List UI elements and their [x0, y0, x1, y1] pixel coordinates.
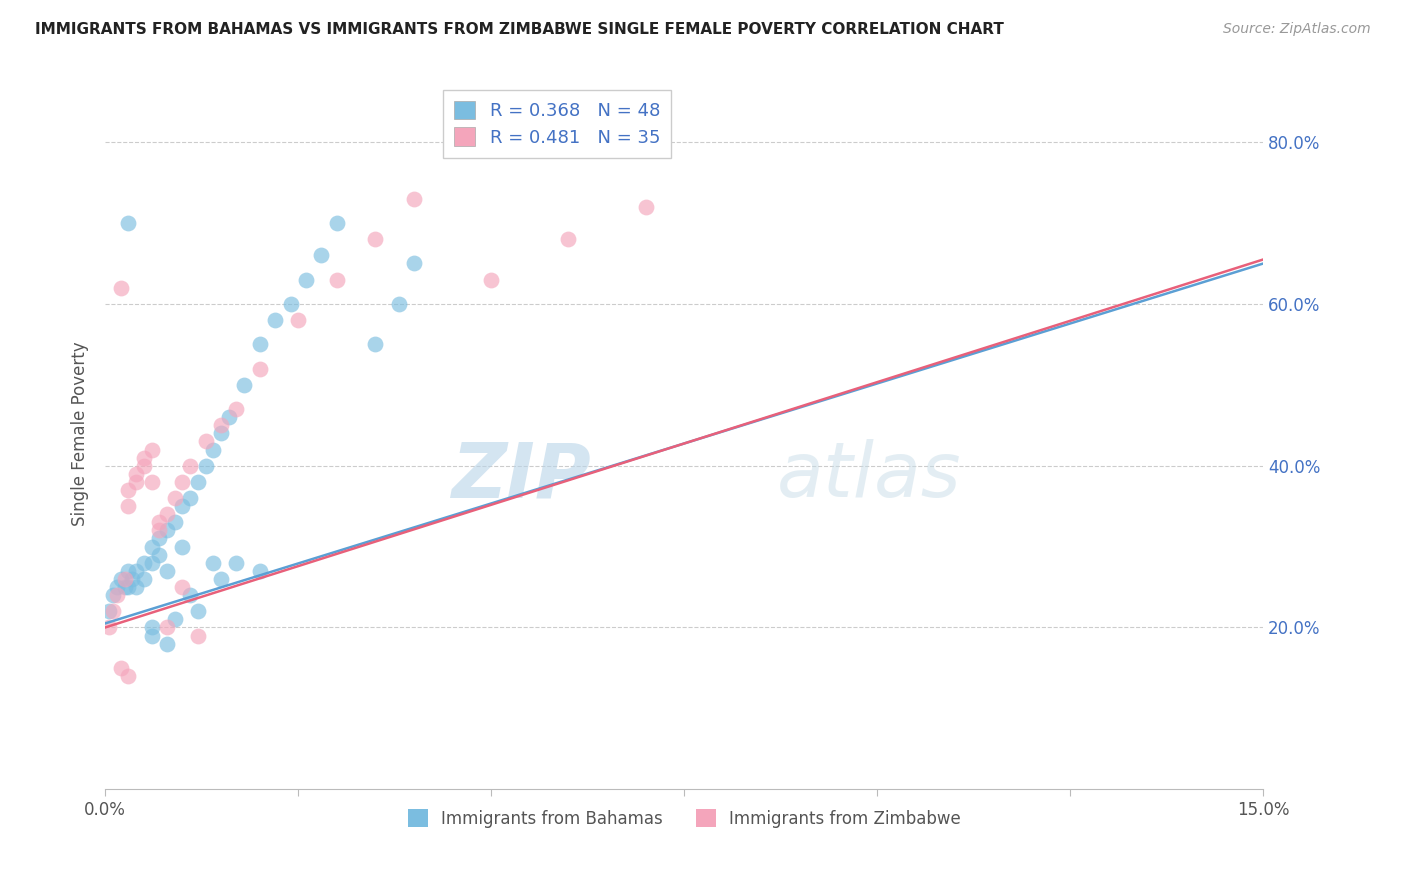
Point: [141, 620, 163, 634]
Y-axis label: Single Female Poverty: Single Female Poverty: [72, 341, 89, 525]
Point: [117, 216, 139, 230]
Point: [114, 572, 136, 586]
Point: [98, 604, 121, 618]
Point: [402, 256, 425, 270]
Point: [141, 556, 163, 570]
Point: [114, 580, 136, 594]
Point: [101, 604, 124, 618]
Text: atlas: atlas: [778, 439, 962, 513]
Point: [163, 491, 186, 505]
Point: [156, 620, 179, 634]
Point: [172, 475, 194, 489]
Point: [148, 516, 170, 530]
Point: [225, 402, 247, 417]
Point: [110, 572, 132, 586]
Point: [141, 540, 163, 554]
Point: [110, 661, 132, 675]
Point: [132, 572, 155, 586]
Point: [249, 337, 271, 351]
Point: [364, 232, 387, 246]
Point: [479, 273, 502, 287]
Legend: Immigrants from Bahamas, Immigrants from Zimbabwe: Immigrants from Bahamas, Immigrants from…: [401, 803, 967, 834]
Point: [141, 442, 163, 457]
Point: [209, 426, 232, 441]
Point: [105, 580, 128, 594]
Point: [249, 564, 271, 578]
Point: [634, 200, 657, 214]
Point: [125, 467, 148, 481]
Point: [125, 475, 148, 489]
Point: [187, 604, 209, 618]
Point: [388, 297, 411, 311]
Point: [187, 475, 209, 489]
Point: [125, 564, 148, 578]
Point: [125, 580, 148, 594]
Point: [172, 540, 194, 554]
Point: [156, 637, 179, 651]
Point: [141, 628, 163, 642]
Point: [179, 458, 201, 473]
Point: [280, 297, 302, 311]
Point: [179, 491, 201, 505]
Point: [110, 281, 132, 295]
Point: [202, 556, 225, 570]
Point: [295, 273, 318, 287]
Text: IMMIGRANTS FROM BAHAMAS VS IMMIGRANTS FROM ZIMBABWE SINGLE FEMALE POVERTY CORREL: IMMIGRANTS FROM BAHAMAS VS IMMIGRANTS FR…: [35, 22, 1004, 37]
Point: [98, 620, 121, 634]
Point: [132, 556, 155, 570]
Text: Source: ZipAtlas.com: Source: ZipAtlas.com: [1223, 22, 1371, 37]
Point: [225, 556, 247, 570]
Point: [148, 532, 170, 546]
Point: [156, 564, 179, 578]
Point: [209, 572, 232, 586]
Point: [402, 192, 425, 206]
Point: [132, 458, 155, 473]
Point: [121, 572, 143, 586]
Point: [264, 313, 287, 327]
Point: [148, 524, 170, 538]
Point: [218, 410, 240, 425]
Point: [209, 418, 232, 433]
Text: ZIP: ZIP: [451, 439, 592, 513]
Point: [202, 442, 225, 457]
Point: [117, 483, 139, 497]
Point: [194, 458, 217, 473]
Point: [117, 669, 139, 683]
Point: [287, 313, 309, 327]
Point: [156, 524, 179, 538]
Point: [172, 580, 194, 594]
Point: [179, 588, 201, 602]
Point: [101, 588, 124, 602]
Point: [172, 499, 194, 513]
Point: [364, 337, 387, 351]
Point: [557, 232, 579, 246]
Point: [311, 248, 333, 262]
Point: [105, 588, 128, 602]
Point: [132, 450, 155, 465]
Point: [156, 507, 179, 521]
Point: [326, 273, 349, 287]
Point: [117, 499, 139, 513]
Point: [194, 434, 217, 449]
Point: [141, 475, 163, 489]
Point: [117, 564, 139, 578]
Point: [249, 361, 271, 376]
Point: [326, 216, 349, 230]
Point: [163, 612, 186, 626]
Point: [148, 548, 170, 562]
Point: [117, 580, 139, 594]
Point: [187, 628, 209, 642]
Point: [163, 516, 186, 530]
Point: [233, 377, 256, 392]
